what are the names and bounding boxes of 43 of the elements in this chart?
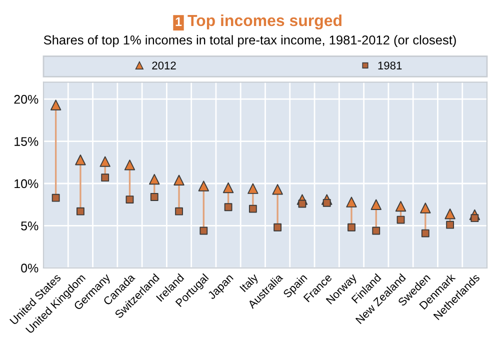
point (222, 182, 234, 194)
chart-title: Top incomes surged (188, 14, 342, 30)
point (200, 226, 208, 235)
point (100, 156, 110, 167)
point (126, 196, 134, 204)
point (76, 207, 84, 216)
y-tick-label: 10% (14, 179, 38, 188)
point (470, 214, 479, 222)
point (346, 196, 357, 208)
point (421, 229, 430, 238)
point (124, 160, 136, 170)
point (101, 174, 110, 182)
point (174, 174, 184, 186)
point (298, 200, 306, 208)
point (248, 204, 257, 213)
y-tick-label: 20% (14, 94, 38, 104)
y-tick-label: 15% (14, 137, 38, 146)
point (348, 223, 356, 232)
point (370, 199, 382, 210)
point (150, 193, 158, 201)
point (274, 223, 282, 232)
point (395, 200, 406, 212)
chart-subtitle: Shares of top 1% incomes in total pre-tax income, 1981-2012 (or closest) (44, 35, 456, 48)
point (272, 184, 283, 195)
point (50, 100, 62, 110)
point (446, 220, 454, 229)
legend-label: 1981 (378, 62, 402, 70)
point (420, 202, 431, 214)
point (372, 226, 380, 235)
point (224, 203, 232, 212)
y-tick-label: 5% (21, 222, 38, 230)
point (198, 180, 209, 192)
text: 1 (176, 17, 182, 26)
point (175, 207, 183, 216)
point (248, 183, 258, 194)
legend-label: 2012 (152, 62, 176, 70)
point (396, 216, 405, 224)
point (149, 174, 160, 185)
point (444, 208, 456, 220)
point (75, 154, 86, 166)
y-tick-label: 0% (21, 264, 38, 273)
point (52, 194, 60, 202)
point (322, 198, 331, 207)
